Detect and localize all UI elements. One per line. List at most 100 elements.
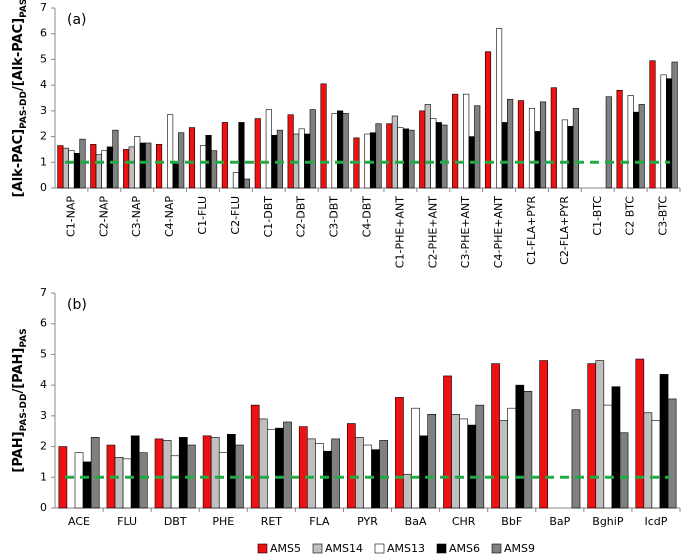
bar xyxy=(375,123,382,189)
bar xyxy=(651,420,661,509)
x-tick-label: C4-NAP xyxy=(163,196,176,237)
bar xyxy=(539,360,548,509)
bar xyxy=(298,128,305,189)
bar xyxy=(371,449,380,509)
bar xyxy=(202,435,212,509)
bar xyxy=(424,104,431,189)
bar xyxy=(320,83,327,189)
bar xyxy=(122,458,132,509)
bar xyxy=(82,461,92,509)
y-tick-label: 2 xyxy=(40,440,47,453)
bar xyxy=(227,433,236,509)
bar xyxy=(145,142,152,189)
bar xyxy=(611,386,621,509)
y-axis-label-part: PAS-DD xyxy=(19,91,29,129)
bar xyxy=(660,74,667,189)
bar xyxy=(123,149,130,189)
bar xyxy=(475,404,485,509)
bar xyxy=(419,110,426,189)
bar xyxy=(474,105,481,189)
x-tick-label: BaP xyxy=(549,515,570,528)
bar xyxy=(331,113,338,189)
y-axis-label-part: PAS-DD xyxy=(19,394,29,432)
y-axis-label: [Alk-PAC]PAS-DD/[Alk-PAC]PAS xyxy=(11,0,29,197)
y-tick-label: 0 xyxy=(40,181,47,194)
bar xyxy=(128,146,135,189)
y-axis-label-part: /[PAH] xyxy=(11,348,26,394)
bar xyxy=(638,104,645,189)
bar xyxy=(283,421,292,509)
x-tick-label: CHR xyxy=(452,515,476,528)
y-tick-label: 5 xyxy=(40,52,47,65)
x-tick-label: BaA xyxy=(405,515,427,528)
x-tick-label: ACE xyxy=(68,515,90,528)
bar xyxy=(507,98,514,189)
x-tick-label: C2-DBT xyxy=(295,196,308,238)
bar xyxy=(323,450,332,509)
x-tick-label: C3-BTC xyxy=(657,196,670,236)
x-tick-label: C1-PHE+ANT xyxy=(393,196,406,268)
bar xyxy=(238,122,245,189)
legend-label: AMS9 xyxy=(504,542,535,555)
bar xyxy=(250,404,260,509)
bar xyxy=(331,438,340,509)
bar xyxy=(258,418,268,509)
bar xyxy=(528,107,536,189)
bar xyxy=(254,118,261,189)
bar xyxy=(587,363,597,509)
bar xyxy=(154,438,164,509)
x-tick-label: C2-FLU xyxy=(229,196,242,235)
legend-swatch xyxy=(436,543,447,554)
y-tick-label: 4 xyxy=(40,378,47,391)
bar xyxy=(395,397,404,509)
bar xyxy=(298,426,308,509)
bar xyxy=(616,89,623,189)
bar xyxy=(595,360,605,509)
x-tick-label: C3-DBT xyxy=(328,196,341,238)
bar xyxy=(572,107,579,189)
legend-swatch xyxy=(312,543,323,554)
bar xyxy=(515,384,525,509)
y-axis-label-part: PAS xyxy=(19,328,29,347)
y-tick-label: 6 xyxy=(40,27,47,40)
bar xyxy=(62,147,69,189)
bar xyxy=(90,143,97,189)
bar xyxy=(342,113,349,189)
bar xyxy=(218,452,228,509)
x-tick-label: C1-FLA+PYR xyxy=(525,196,538,265)
x-tick-label: BghiP xyxy=(592,515,624,528)
bar xyxy=(397,127,404,189)
bar xyxy=(627,95,634,189)
x-tick-label: BbF xyxy=(501,515,522,528)
bar xyxy=(139,142,146,189)
x-tick-label: C2-FLA+PYR xyxy=(558,196,571,265)
bar xyxy=(369,132,377,189)
bar xyxy=(95,154,102,189)
bar xyxy=(459,418,468,509)
x-tick-label: C2-NAP xyxy=(97,196,110,237)
bar xyxy=(441,124,448,189)
y-tick-label: 3 xyxy=(40,104,47,117)
bar xyxy=(267,429,276,509)
bar xyxy=(276,129,283,189)
y-tick-label: 0 xyxy=(40,501,47,514)
bar xyxy=(337,110,344,189)
bar xyxy=(603,404,613,509)
bar xyxy=(463,93,470,189)
y-axis-label-part: /[Alk-PAC] xyxy=(11,18,26,91)
bar xyxy=(73,152,81,189)
bar xyxy=(199,145,207,189)
y-axis-label-part: [PAH] xyxy=(11,431,26,472)
legend-swatch xyxy=(374,543,385,554)
bar xyxy=(101,150,108,189)
x-tick-label: C3-NAP xyxy=(130,196,143,237)
bar xyxy=(539,101,547,189)
bar xyxy=(386,123,393,189)
bar xyxy=(408,129,415,189)
bar xyxy=(232,172,239,189)
bar xyxy=(106,146,113,189)
bar xyxy=(633,111,640,189)
bar xyxy=(507,407,517,509)
bar xyxy=(134,136,141,189)
bar xyxy=(156,143,163,189)
